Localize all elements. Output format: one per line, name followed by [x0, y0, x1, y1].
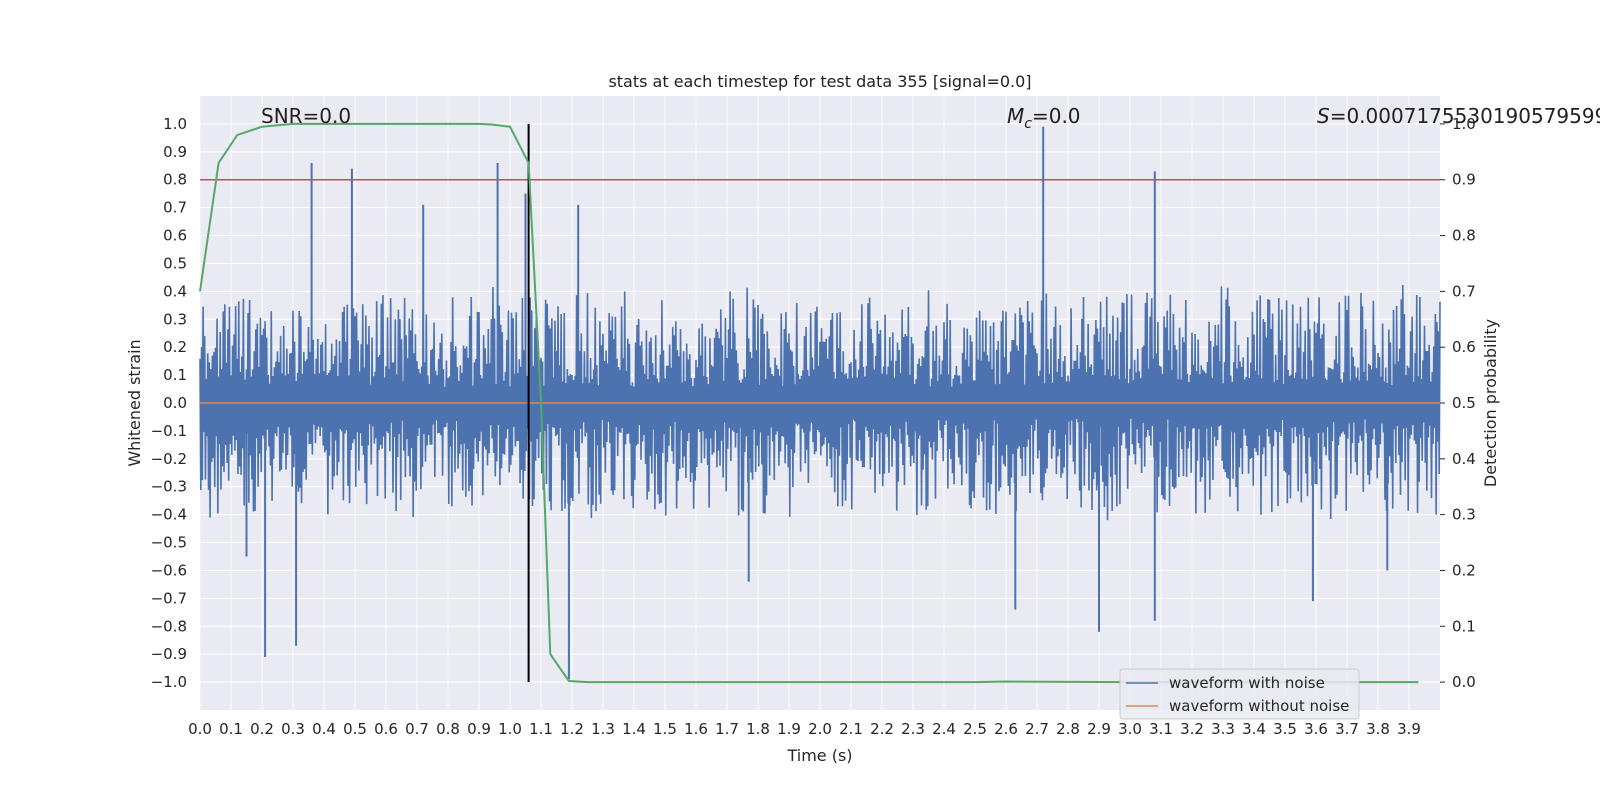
- y-axis-ticks: 1.0 0.9 0.8 0.7 0.6 0.5 0.4 0.3 0.2 0.1 0.0 −0.1 −0.…: [151, 115, 187, 691]
- x-tick-label: 1.0: [498, 720, 522, 738]
- statistic-symbol: S: [1317, 104, 1330, 128]
- x-tick-label: 2.7: [1025, 720, 1049, 738]
- x-tick-label: 3.5: [1273, 720, 1297, 738]
- y-tick-label: 0.3: [163, 310, 187, 328]
- x-tick-label: 0.5: [343, 720, 367, 738]
- x-tick-label: 2.2: [870, 720, 894, 738]
- x-tick-label: 2.0: [808, 720, 832, 738]
- x-tick-label: 1.3: [591, 720, 615, 738]
- y2-tick-label: 0.1: [1452, 617, 1476, 635]
- x-tick-label: 3.1: [1149, 720, 1173, 738]
- y-tick-label: 0.4: [163, 282, 187, 300]
- x-tick-label: 0.2: [250, 720, 274, 738]
- series-waveform-with-noise: [199, 284, 1441, 521]
- x-axis-ticks: 0.0 0.1 0.2 0.3 0.4 0.5 0.6 0.7 0.8 0.9 1.0 1.1 1.2 1…: [188, 720, 1421, 738]
- x-tick-label: 1.5: [653, 720, 677, 738]
- series-detection-probability: [199, 122, 1419, 684]
- x-tick-label: 2.3: [901, 720, 925, 738]
- y-tick-label: 0.8: [163, 171, 187, 189]
- y-tick-label: −0.2: [151, 450, 187, 468]
- x-tick-label: 0.3: [281, 720, 305, 738]
- y2-axis-label: Detection probability: [1481, 319, 1500, 487]
- x-tick-label: 2.8: [1056, 720, 1080, 738]
- y2-tick-label: 1.0: [1452, 115, 1476, 133]
- y-tick-label: −0.3: [151, 478, 187, 496]
- legend-label-clean: waveform without noise: [1169, 697, 1349, 715]
- y2-tick-label: 0.2: [1452, 561, 1476, 579]
- legend: waveform with noise waveform without noi…: [1119, 668, 1360, 720]
- x-tick-label: 3.6: [1304, 720, 1328, 738]
- y-tick-label: 0.5: [163, 254, 187, 272]
- x-tick-label: 3.0: [1118, 720, 1142, 738]
- y-tick-label: 0.7: [163, 199, 187, 217]
- legend-box: [1119, 668, 1360, 720]
- x-tick-label: 2.9: [1087, 720, 1111, 738]
- x-tick-label: 1.8: [746, 720, 770, 738]
- y2-tick-label: 0.9: [1452, 171, 1476, 189]
- y2-tick-label: 0.3: [1452, 506, 1476, 524]
- y2-tick-label: 0.4: [1452, 450, 1476, 468]
- chirp-mass-symbol: M: [1007, 104, 1024, 128]
- legend-label-noise: waveform with noise: [1169, 674, 1325, 692]
- y-tick-label: 1.0: [163, 115, 187, 133]
- snr-annotation: SNR=0.0: [261, 104, 351, 128]
- y2-tick-label: 0.0: [1452, 673, 1476, 691]
- x-tick-label: 1.1: [529, 720, 553, 738]
- chirp-mass-annotation: Mc=0.0: [1007, 104, 1081, 132]
- series-layer: [199, 122, 1441, 684]
- x-tick-label: 3.3: [1211, 720, 1235, 738]
- x-tick-label: 0.7: [405, 720, 429, 738]
- y-tick-label: 0.9: [163, 143, 187, 161]
- chart-title: stats at each timestep for test data 355…: [608, 72, 1031, 91]
- x-tick-label: 2.5: [963, 720, 987, 738]
- x-tick-label: 2.1: [839, 720, 863, 738]
- y-tick-label: 0.6: [163, 227, 187, 245]
- y-tick-label: −0.7: [151, 589, 187, 607]
- x-tick-label: 3.9: [1397, 720, 1421, 738]
- y-axis-label: Whitened strain: [125, 339, 144, 466]
- y2-tick-label: 0.5: [1452, 394, 1476, 412]
- x-tick-label: 2.6: [994, 720, 1018, 738]
- x-axis-label: Time (s): [786, 746, 852, 765]
- x-tick-label: 2.4: [932, 720, 956, 738]
- y-tick-label: −0.5: [151, 534, 187, 552]
- x-tick-label: 3.2: [1180, 720, 1204, 738]
- y-tick-label: −0.1: [151, 422, 187, 440]
- x-tick-label: 1.9: [777, 720, 801, 738]
- x-tick-label: 3.8: [1366, 720, 1390, 738]
- y-tick-label: −0.4: [151, 506, 187, 524]
- y-tick-label: −0.6: [151, 561, 187, 579]
- x-tick-label: 3.7: [1335, 720, 1359, 738]
- x-tick-label: 0.0: [188, 720, 212, 738]
- x-tick-label: 1.7: [715, 720, 739, 738]
- y-tick-label: 0.0: [163, 394, 187, 412]
- x-tick-label: 1.4: [622, 720, 646, 738]
- y-tick-label: 0.1: [163, 366, 187, 384]
- y-tick-label: −0.8: [151, 617, 187, 635]
- x-tick-label: 0.1: [219, 720, 243, 738]
- y2-tick-label: 0.7: [1452, 282, 1476, 300]
- y-tick-label: −0.9: [151, 645, 187, 663]
- y-tick-label: 0.2: [163, 338, 187, 356]
- statistic-value: =0.0007175530190579599: [1330, 104, 1600, 128]
- noise-spikes: [245, 126, 1389, 680]
- chirp-mass-value: =0.0: [1032, 104, 1081, 128]
- x-tick-label: 3.4: [1242, 720, 1266, 738]
- x-tick-label: 0.8: [436, 720, 460, 738]
- y2-tick-label: 0.8: [1452, 227, 1476, 245]
- chirp-mass-subscript: c: [1024, 116, 1032, 132]
- snr-statistic-annotation: S=0.0007175530190579599: [1317, 104, 1600, 128]
- x-tick-label: 1.6: [684, 720, 708, 738]
- x-tick-label: 0.6: [374, 720, 398, 738]
- y2-tick-label: 0.6: [1452, 338, 1476, 356]
- x-tick-label: 0.9: [467, 720, 491, 738]
- y2-axis-ticks: 1.0 0.9 0.8 0.7 0.6 0.5 0.4 0.3 0.2 0.1 0.0: [1440, 115, 1476, 691]
- y-tick-label: −1.0: [151, 673, 187, 691]
- x-tick-label: 0.4: [312, 720, 336, 738]
- x-tick-label: 1.2: [560, 720, 584, 738]
